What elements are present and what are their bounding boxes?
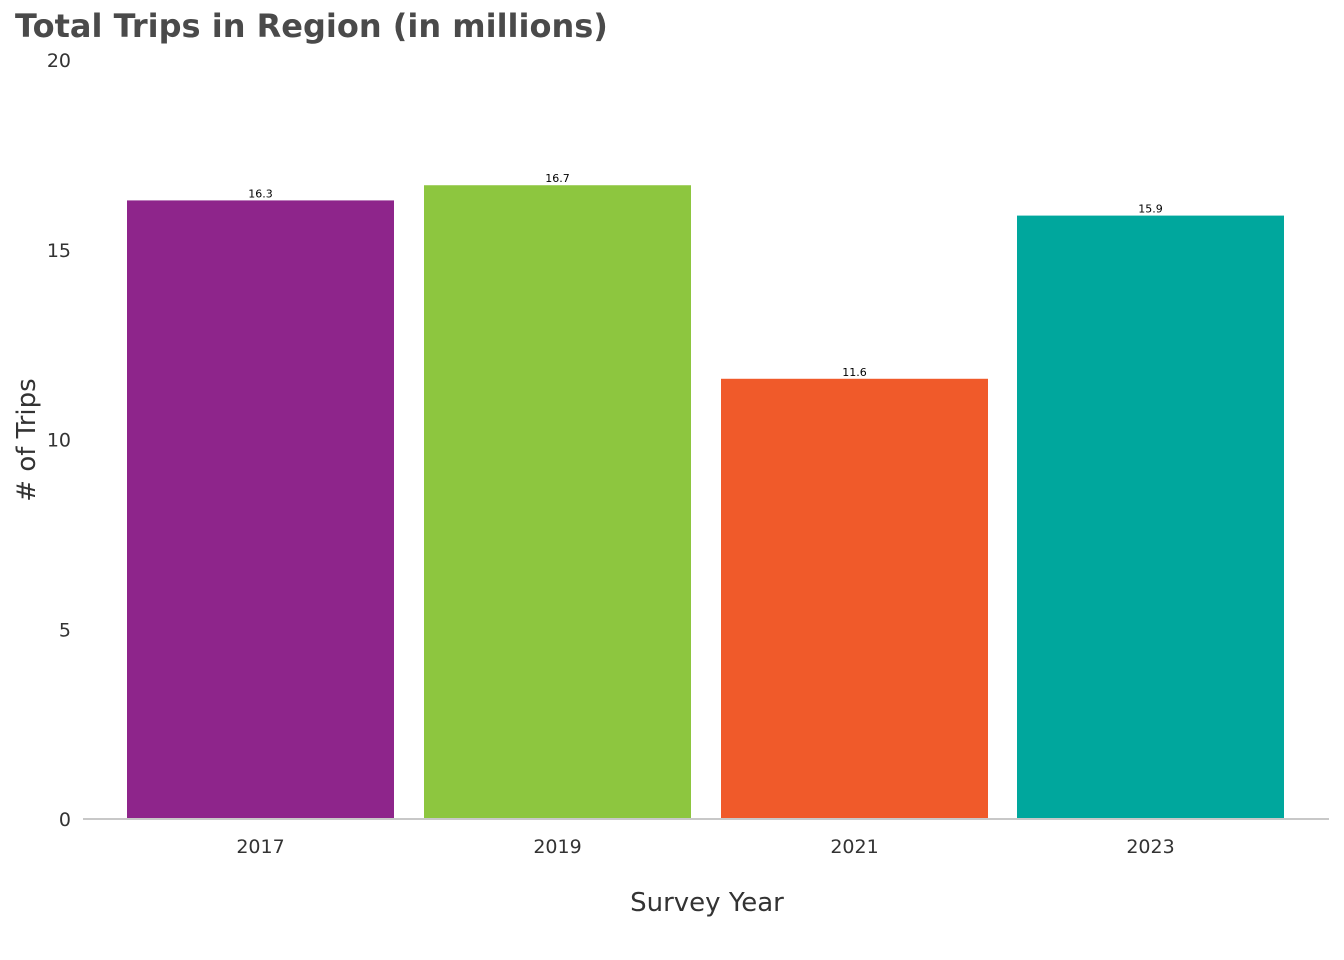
bars	[127, 185, 1284, 820]
bar-value-label: 15.9	[1138, 203, 1163, 216]
bar-2019	[424, 185, 691, 820]
bar-2021	[721, 378, 988, 819]
y-tick-label: 0	[59, 809, 71, 831]
x-tick-label: 2019	[533, 836, 581, 858]
y-axis-title: # of Trips	[12, 378, 42, 501]
bar-value-label: 16.7	[545, 172, 570, 185]
bar-value-labels: 16.3 16.7 11.6 15.9	[248, 172, 1163, 379]
y-tick-label: 15	[47, 240, 71, 262]
bar-value-label: 16.3	[248, 187, 273, 200]
x-axis-title: Survey Year	[630, 888, 784, 918]
y-tick-label: 20	[47, 50, 71, 72]
x-axis-ticks: 2017 2019 2021 2023	[236, 836, 1174, 858]
bar-2017	[127, 200, 394, 820]
chart-title: Total Trips in Region (in millions)	[15, 7, 608, 45]
x-tick-label: 2023	[1126, 836, 1174, 858]
y-axis-ticks: 0 5 10 15 20	[47, 50, 71, 831]
y-tick-label: 10	[47, 430, 71, 452]
bar-2023	[1017, 215, 1284, 820]
x-tick-label: 2021	[830, 836, 878, 858]
x-tick-label: 2017	[236, 836, 284, 858]
bar-value-label: 11.6	[842, 366, 867, 379]
y-tick-label: 5	[59, 619, 71, 641]
